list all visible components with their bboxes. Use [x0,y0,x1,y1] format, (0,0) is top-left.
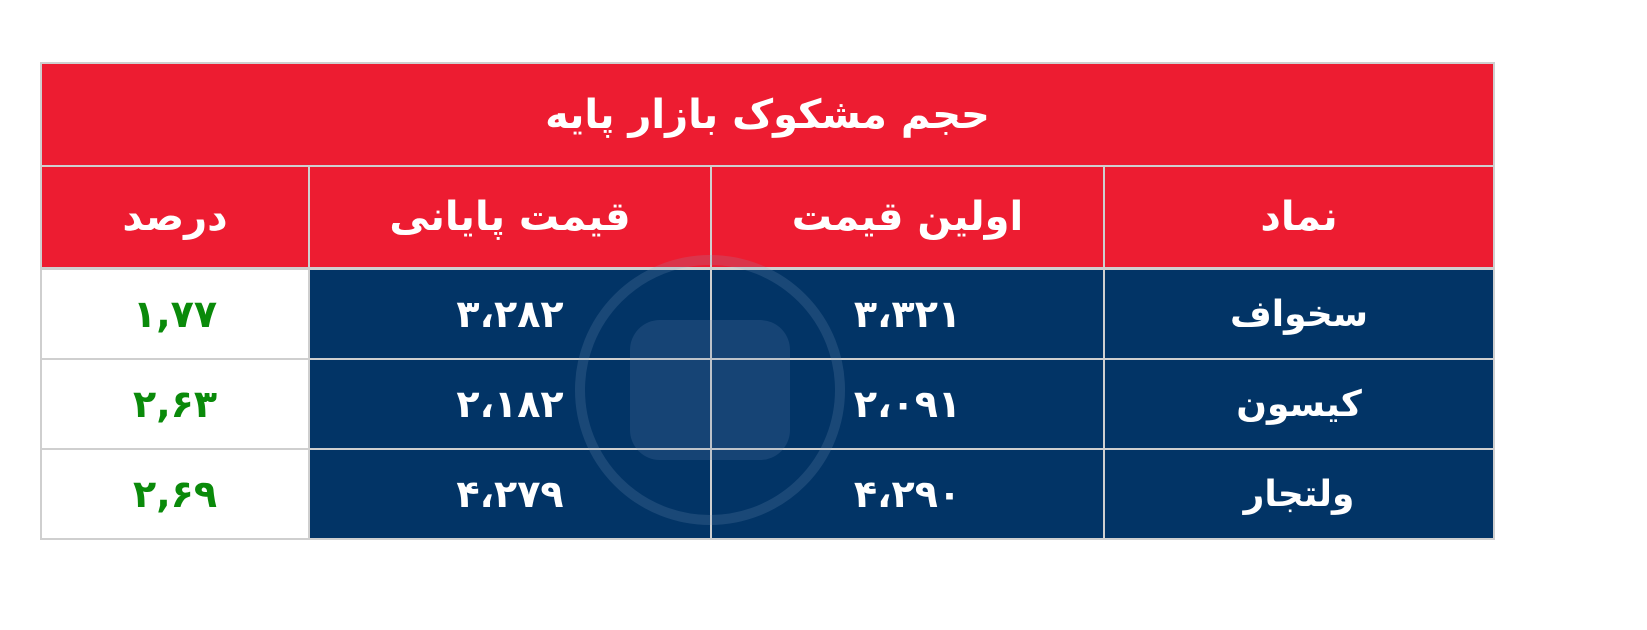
suspicious-volume-table: حجم مشکوک بازار پایه نماد اولین قیمت قیم… [40,62,1495,540]
header-percent: درصد [42,167,308,267]
row-1-first-price: ۳،۳۲۱ [712,270,1103,358]
row-2-final-price: ۲،۱۸۲ [310,360,710,448]
row-1-percent: ۱,۷۷ [42,270,308,358]
row-1-final-price: ۳،۲۸۲ [310,270,710,358]
row-3-first-price: ۴،۲۹۰ [712,450,1103,538]
row-2-percent: ۲,۶۳ [42,360,308,448]
row-1-symbol: سخواف [1105,270,1493,358]
row-2-symbol: کیسون [1105,360,1493,448]
row-2-first-price: ۲،۰۹۱ [712,360,1103,448]
header-final-price: قیمت پایانی [310,167,710,267]
table-title: حجم مشکوک بازار پایه [42,64,1493,165]
row-3-final-price: ۴،۲۷۹ [310,450,710,538]
header-first-price: اولین قیمت [712,167,1103,267]
row-3-symbol: ولتجار [1105,450,1493,538]
header-symbol: نماد [1105,167,1493,267]
row-3-percent: ۲,۶۹ [42,450,308,538]
